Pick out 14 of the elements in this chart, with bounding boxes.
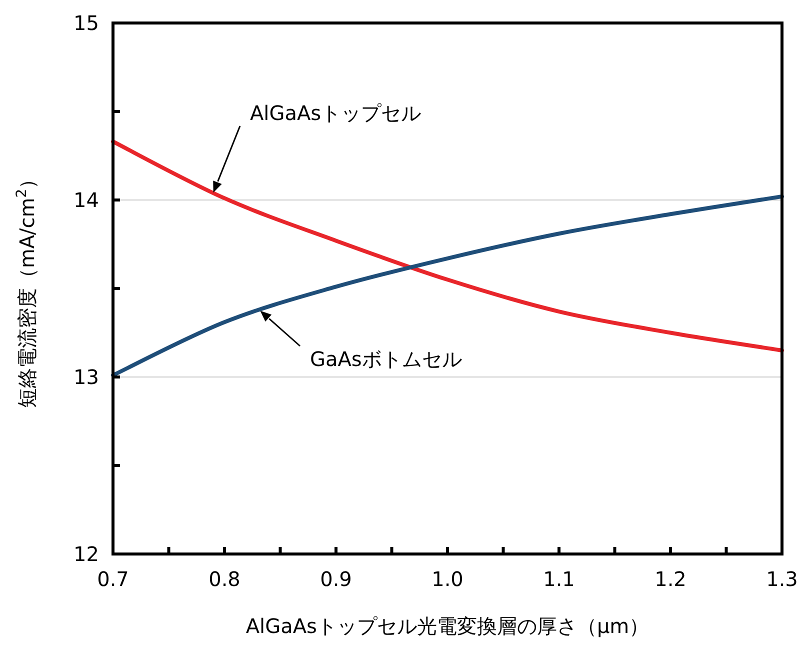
- x-tick-label: 0.9: [320, 567, 352, 591]
- x-tick-label: 1.2: [654, 567, 686, 591]
- text: GaAsボトムセル: [310, 347, 462, 371]
- y-tick-label: 12: [74, 542, 99, 566]
- y-tick-label: 14: [74, 188, 99, 212]
- x-tick-label: 1.1: [543, 567, 575, 591]
- x-tick-label: 1.0: [432, 567, 464, 591]
- x-tick-label: 0.7: [97, 567, 129, 591]
- x-tick-label: 0.8: [208, 567, 240, 591]
- y-tick-label: 13: [74, 365, 99, 389]
- x-axis-title: AlGaAsトップセル光電変換層の厚さ（μm）: [246, 614, 650, 638]
- x-tick-label: 1.3: [766, 567, 798, 591]
- text: AlGaAsトップセル: [250, 101, 422, 125]
- y-tick-label: 15: [74, 11, 99, 35]
